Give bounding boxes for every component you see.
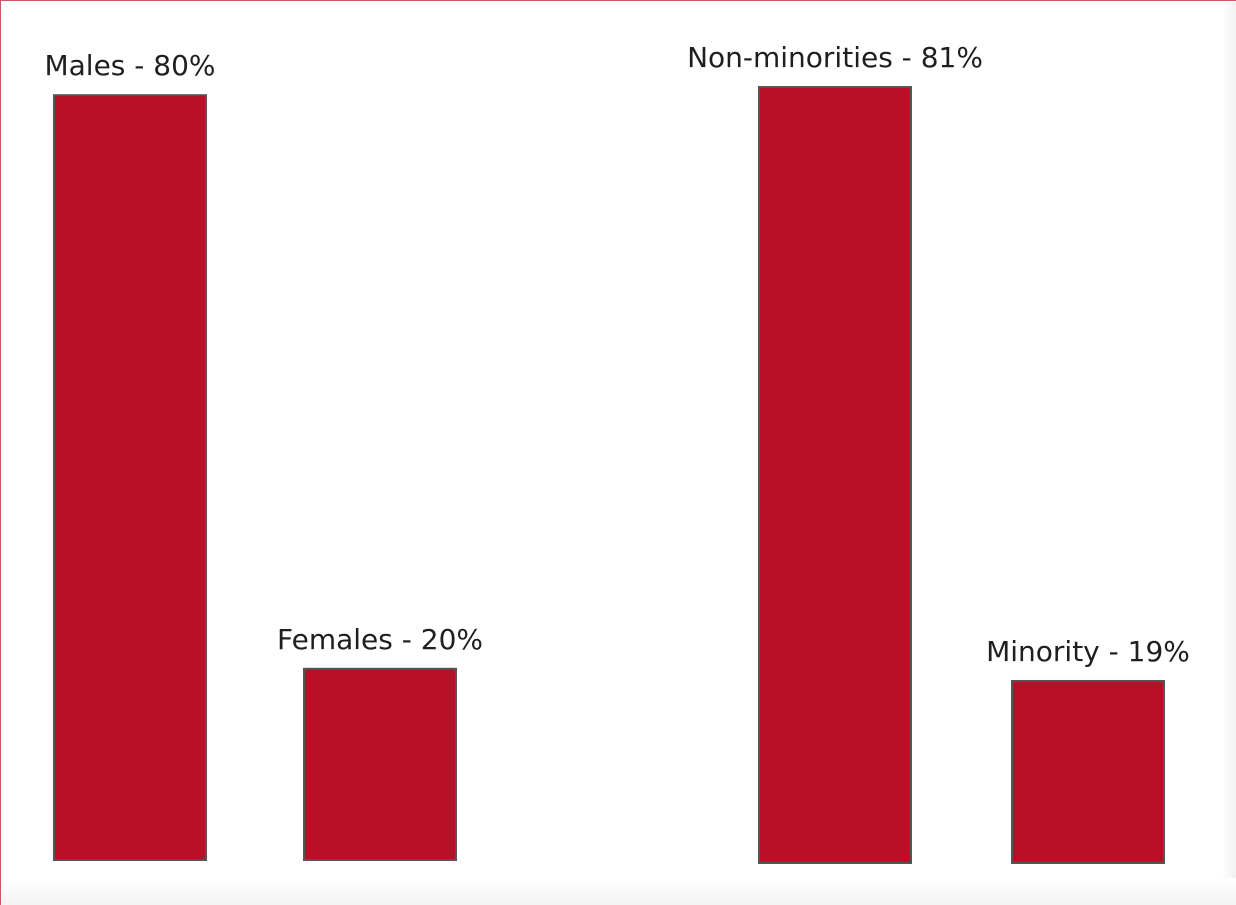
bar-label-minority: Minority - 19% [986, 635, 1190, 668]
frame-bottom-shadow [2, 878, 1236, 905]
bar-minority [1011, 679, 1165, 864]
bar-label-males: Males - 80% [44, 49, 215, 82]
bar-label-non-minorities: Non-minorities - 81% [687, 41, 983, 74]
frame-top-border [0, 0, 1236, 1]
minority-chart: Non-minorities - 81% Minority - 19% [687, 41, 1190, 864]
bar-females [303, 667, 457, 861]
bar-non-minorities [758, 86, 912, 864]
gender-chart: Males - 80% Females - 20% [44, 49, 483, 861]
bar-males [53, 94, 207, 861]
bar-label-females: Females - 20% [277, 623, 483, 656]
frame-left-border [0, 0, 1, 905]
frame-right-shadow [1222, 2, 1236, 905]
